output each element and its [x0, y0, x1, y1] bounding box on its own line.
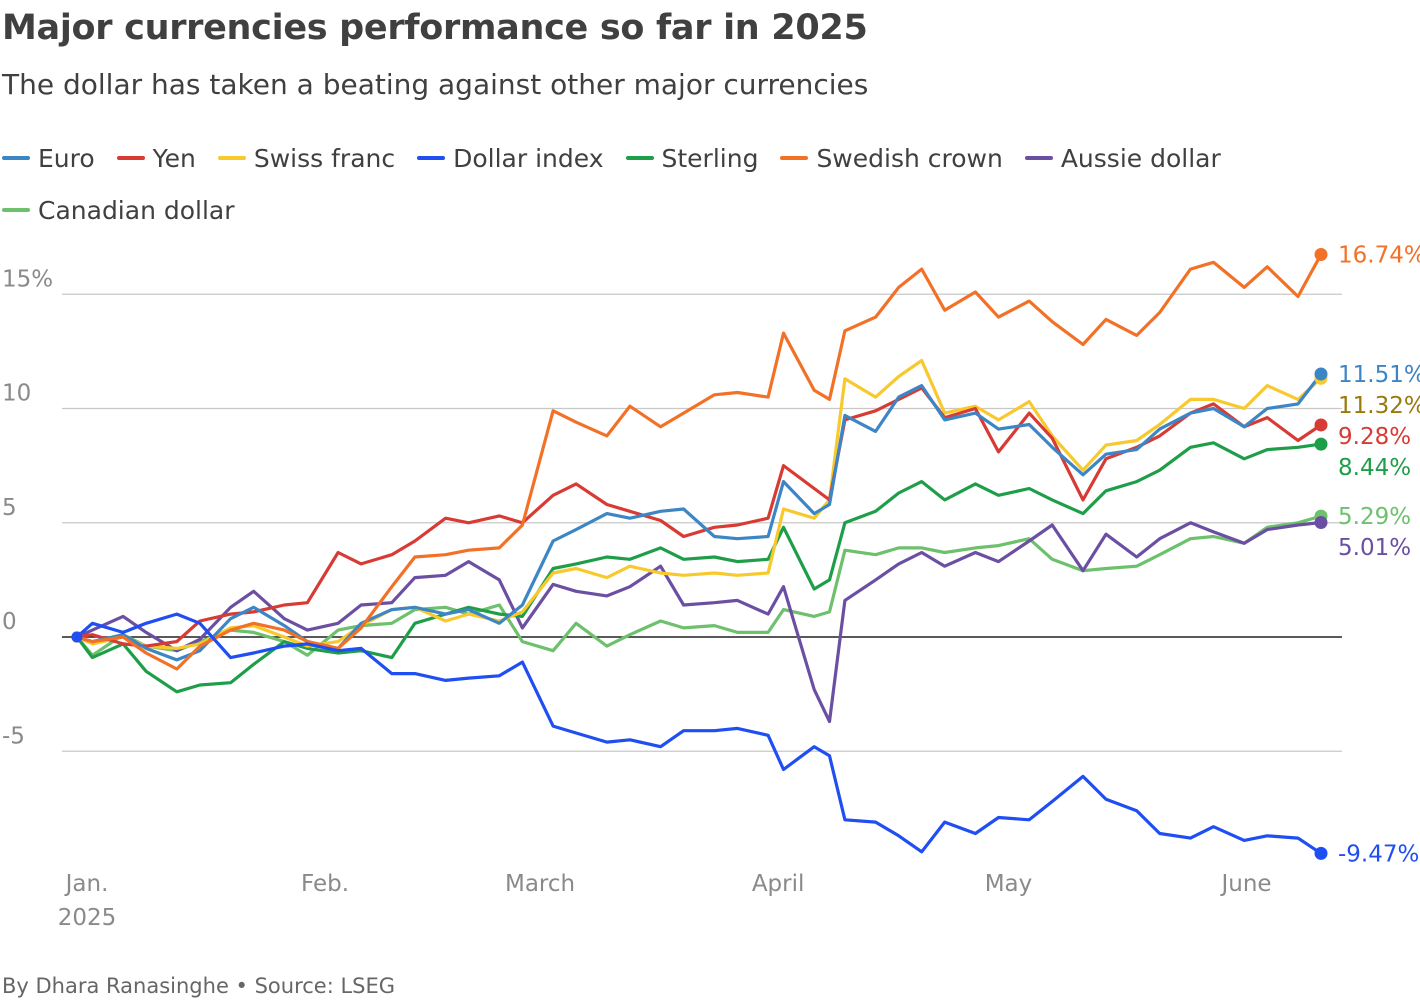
chart-legend: Euro Yen Swiss franc Dollar index Sterling Sw…	[2, 140, 1302, 244]
end-label-yen: 9.28%	[1338, 424, 1411, 450]
end-point-sterling	[1314, 437, 1328, 451]
legend-swatch	[417, 156, 446, 160]
legend-label: Dollar index	[453, 143, 604, 173]
series-line-canadian-dollar	[75, 514, 1323, 657]
series-line-euro	[75, 372, 1323, 662]
legend-swatch	[2, 156, 30, 160]
end-point-aussie-dollar	[1314, 516, 1328, 530]
end-label-swedish-crown: 16.74%	[1338, 242, 1420, 268]
y-tick-label: 0	[2, 609, 17, 635]
end-point-swedish-crown	[1314, 247, 1328, 261]
x-tick-sublabel: 2025	[58, 905, 117, 931]
legend-item-euro: Euro	[2, 144, 95, 173]
x-tick-label: May	[985, 871, 1033, 897]
start-point-dollar-index	[71, 631, 83, 643]
y-tick-label: 15%	[2, 266, 53, 292]
end-label-swiss-franc: 11.32%	[1338, 393, 1420, 419]
legend-swatch	[2, 208, 30, 212]
legend-swatch	[1024, 156, 1053, 160]
series-line-sterling	[75, 441, 1323, 694]
legend-item-swiss-franc: Swiss franc	[217, 143, 396, 173]
end-label-dollar-index: -9.47%	[1338, 841, 1419, 867]
legend-label: Sterling	[661, 143, 759, 173]
legend-label: Swedish crown	[816, 143, 1003, 173]
legend-item-canadian-dollar: Canadian dollar	[2, 196, 235, 225]
y-tick-label: -5	[2, 723, 25, 749]
chart-subtitle: The dollar has taken a beating against o…	[2, 68, 869, 101]
legend-item-aussie-dollar: Aussie dollar	[1024, 143, 1221, 173]
x-tick-label: Jan.	[64, 871, 109, 897]
line-chart: -5 0 5 10 15% Jan. 2025 Feb. March April May June 16…	[2, 242, 1420, 931]
legend-row: Euro Yen Swiss franc Dollar index Sterling Sw…	[2, 140, 1302, 176]
legend-item-swedish-crown: Swedish crown	[780, 143, 1003, 173]
legend-label: Canadian dollar	[38, 195, 235, 225]
series-line-swiss-franc	[75, 358, 1323, 651]
end-point-dollar-index	[1314, 846, 1328, 860]
y-tick-label: 5	[2, 495, 17, 521]
y-tick-label: 10	[2, 381, 31, 407]
x-tick-label: April	[752, 871, 805, 897]
x-tick-label: March	[505, 871, 575, 897]
end-label-sterling: 8.44%	[1338, 455, 1411, 481]
legend-swatch	[780, 156, 809, 160]
series-line-dollar-index	[75, 612, 1323, 856]
series-line-yen	[75, 386, 1323, 648]
legend-swatch	[217, 156, 246, 160]
end-point-euro	[1314, 367, 1328, 381]
end-label-canadian-dollar: 5.29%	[1338, 504, 1411, 530]
end-label-aussie-dollar: 5.01%	[1338, 535, 1411, 561]
legend-item-dollar-index: Dollar index	[417, 143, 604, 173]
legend-label: Aussie dollar	[1060, 143, 1221, 173]
legend-label: Euro	[38, 143, 95, 173]
byline-source: By Dhara Ranasinghe • Source: LSEG	[2, 974, 396, 998]
legend-swatch	[116, 156, 145, 160]
legend-label: Yen	[152, 143, 196, 173]
legend-item-yen: Yen	[116, 143, 196, 173]
legend-item-sterling: Sterling	[625, 143, 759, 173]
end-point-yen	[1314, 418, 1328, 432]
legend-swatch	[625, 156, 654, 160]
legend-row: Canadian dollar	[2, 192, 1302, 228]
series-line-swedish-crown	[75, 252, 1323, 671]
end-label-euro: 11.51%	[1338, 362, 1420, 388]
series-line-aussie-dollar	[75, 520, 1323, 724]
chart-title: Major currencies performance so far in 2…	[2, 8, 868, 48]
legend-label: Swiss franc	[253, 143, 396, 173]
x-tick-label: June	[1219, 871, 1271, 897]
x-tick-label: Feb.	[301, 871, 349, 897]
